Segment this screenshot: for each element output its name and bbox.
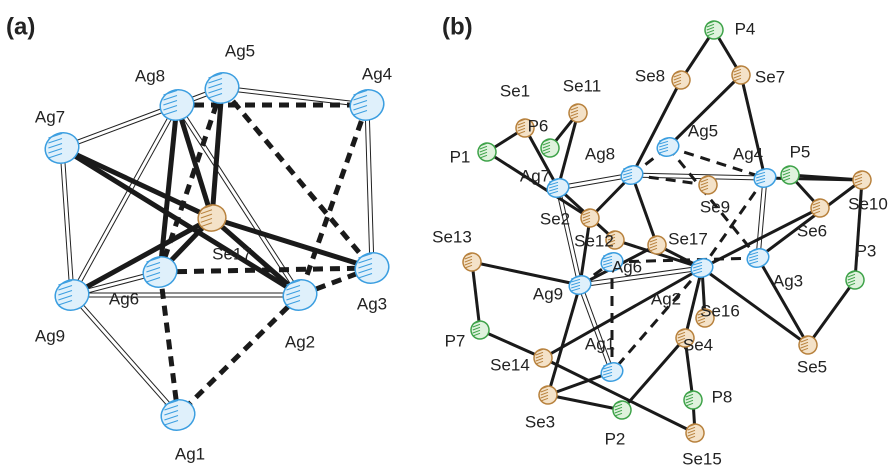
atom-label: Se17 bbox=[668, 229, 708, 248]
atom-label: Se6 bbox=[797, 221, 827, 240]
bond bbox=[808, 280, 855, 345]
panel-label: (b) bbox=[442, 13, 473, 40]
atom-label: Ag5 bbox=[225, 41, 255, 60]
panel-label: (a) bbox=[6, 13, 35, 40]
atom-label: Ag3 bbox=[773, 271, 803, 290]
bond bbox=[62, 148, 72, 295]
atom-label: Se7 bbox=[755, 67, 785, 86]
atom-label: Se5 bbox=[797, 357, 827, 376]
bond bbox=[62, 105, 177, 148]
atom-label: Se8 bbox=[635, 66, 665, 85]
atom-label: Ag6 bbox=[612, 257, 642, 276]
bond bbox=[480, 330, 543, 358]
atom-label: Ag3 bbox=[357, 294, 387, 313]
atom-label: P1 bbox=[450, 147, 471, 166]
atom-label: Se12 bbox=[574, 231, 614, 250]
bond bbox=[632, 175, 657, 245]
atom-label: P5 bbox=[790, 142, 811, 161]
atom-label: Ag9 bbox=[533, 284, 563, 303]
atom bbox=[683, 421, 706, 444]
atom-label: Ag7 bbox=[520, 166, 550, 185]
atom-label: Ag1 bbox=[585, 334, 615, 353]
atom bbox=[346, 85, 388, 125]
atom-label: Se3 bbox=[525, 412, 555, 431]
atom-label: Se16 bbox=[700, 301, 740, 320]
atom-label: Ag8 bbox=[135, 66, 165, 85]
atom bbox=[475, 140, 498, 163]
atom bbox=[536, 383, 559, 406]
atom-label: Se1 bbox=[500, 81, 530, 100]
atom-label: Se17 bbox=[212, 244, 252, 263]
atom bbox=[796, 333, 819, 356]
atom-label: Ag1 bbox=[175, 444, 205, 463]
bond bbox=[548, 395, 622, 410]
atom bbox=[460, 250, 483, 273]
atom-label: Ag2 bbox=[651, 289, 681, 308]
atom-label: Ag4 bbox=[733, 144, 763, 163]
atom-label: Se4 bbox=[683, 335, 713, 354]
atom bbox=[681, 388, 704, 411]
atom bbox=[156, 85, 198, 125]
atom-label: Ag8 bbox=[585, 144, 615, 163]
atom bbox=[468, 318, 491, 341]
atom-label: Ag9 bbox=[35, 326, 65, 345]
atom-label: Ag5 bbox=[688, 121, 718, 140]
atom-label: Se15 bbox=[682, 449, 722, 468]
atom-label: Se11 bbox=[563, 76, 601, 95]
atom bbox=[531, 346, 554, 369]
bond bbox=[178, 295, 300, 415]
bond bbox=[222, 88, 367, 105]
bond bbox=[160, 268, 372, 272]
atom-label: Se9 bbox=[700, 197, 730, 216]
atom-label: Ag6 bbox=[109, 289, 139, 308]
atom-label: P4 bbox=[735, 19, 756, 38]
atom-label: Se13 bbox=[432, 227, 472, 246]
atom-label: P8 bbox=[712, 387, 733, 406]
atom-label: P2 bbox=[605, 429, 626, 448]
atom bbox=[645, 233, 668, 256]
atom-label: Ag4 bbox=[362, 64, 392, 83]
atom-label: Se2 bbox=[540, 209, 570, 228]
atom bbox=[702, 18, 725, 41]
bond bbox=[72, 295, 178, 415]
atom bbox=[843, 268, 866, 291]
atom bbox=[351, 248, 393, 288]
atom bbox=[669, 68, 692, 91]
bond bbox=[580, 218, 590, 285]
atom-label: Ag7 bbox=[35, 107, 65, 126]
figure: (a) (b) Ag8 Ag5 Ag4 Ag7 Se17 Ag9 Ag6 Ag2 Ag3 Ag1 P… bbox=[0, 0, 891, 468]
bond bbox=[472, 262, 580, 285]
bond bbox=[765, 178, 862, 180]
atom bbox=[41, 128, 83, 168]
atom bbox=[850, 168, 873, 191]
bond bbox=[632, 80, 681, 175]
bond bbox=[222, 88, 372, 268]
bond bbox=[472, 262, 480, 330]
atom-label: P7 bbox=[445, 331, 466, 350]
atom-label: P6 bbox=[528, 116, 549, 135]
bond bbox=[62, 148, 212, 218]
atom-label: Se14 bbox=[490, 355, 530, 374]
bond bbox=[758, 180, 862, 258]
atom-label: Se10 bbox=[848, 194, 888, 213]
bond bbox=[177, 105, 300, 295]
atom-label: Ag2 bbox=[285, 332, 315, 351]
atom-label: P3 bbox=[856, 241, 877, 260]
